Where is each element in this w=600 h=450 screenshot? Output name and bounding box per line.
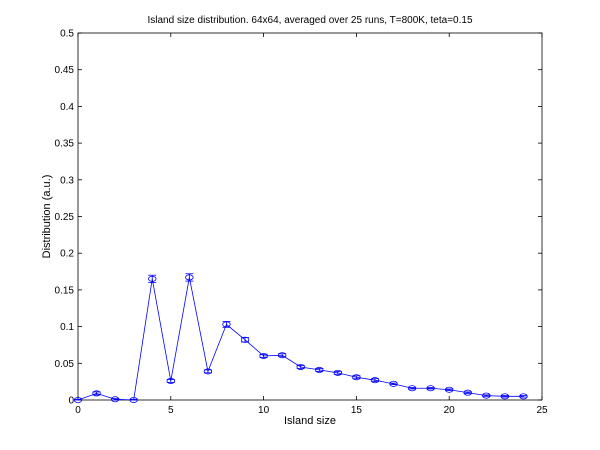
plot-frame (77, 32, 543, 401)
data-point (240, 336, 250, 343)
y-tick-label: 0.5 (60, 29, 74, 40)
data-point (315, 366, 324, 373)
data-point (426, 385, 435, 392)
data-point (500, 393, 510, 400)
y-tick-label: 0 (68, 396, 74, 407)
data-point (185, 274, 194, 281)
y-tick-label: 0.35 (55, 139, 75, 150)
data-point (296, 363, 305, 370)
y-tick-label: 0.25 (55, 212, 75, 223)
data-point (73, 396, 83, 403)
data-point (519, 393, 528, 400)
x-tick-label: 15 (351, 405, 363, 416)
x-tick-label: 25 (536, 405, 548, 416)
data-point (370, 377, 380, 384)
x-tick-label: 5 (168, 405, 174, 416)
y-tick-label: 0.45 (55, 65, 75, 76)
series-line (77, 277, 524, 401)
data-point (352, 374, 361, 381)
data-point (110, 396, 120, 403)
y-tick-label: 0.15 (55, 285, 75, 296)
data-point (277, 352, 287, 359)
x-tick-label: 10 (258, 405, 270, 416)
data-point (166, 377, 175, 384)
data-point (407, 385, 417, 392)
data-point (389, 380, 398, 387)
data-point (92, 390, 101, 397)
data-point (259, 352, 268, 359)
y-tick-label: 0.4 (60, 102, 74, 113)
y-tick-label: 0.3 (60, 175, 74, 186)
x-axis-label: Island size (284, 415, 336, 427)
data-point (129, 396, 138, 403)
data-point (148, 275, 157, 282)
y-axis-label: Distribution (a.u.) (41, 175, 53, 259)
data-point (482, 392, 491, 399)
chart-title: Island size distribution. 64x64, average… (147, 15, 472, 26)
data-series (73, 273, 528, 403)
x-tick-label: 20 (444, 405, 456, 416)
data-point (333, 369, 343, 376)
data-point (222, 321, 231, 328)
y-tick-label: 0.1 (60, 322, 74, 333)
x-tick-label: 0 (75, 405, 81, 416)
data-point (445, 386, 454, 393)
data-point (463, 389, 472, 396)
y-tick-label: 0.2 (60, 249, 74, 260)
data-point (203, 368, 213, 375)
axis-ticks: 0 5 10 15 20 25 0 0.05 0.1 0.15 0.2 0.25 0.3 0.35 0.4 0… (55, 29, 548, 417)
y-tick-label: 0.05 (55, 359, 75, 370)
